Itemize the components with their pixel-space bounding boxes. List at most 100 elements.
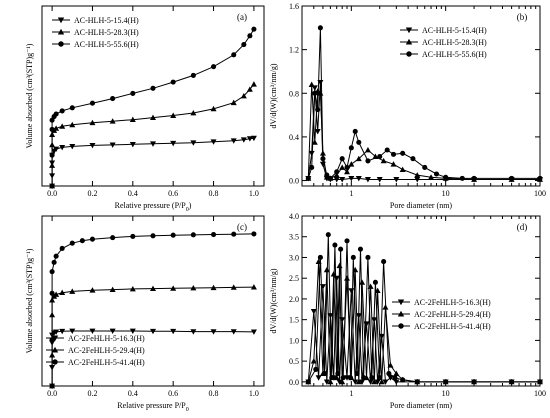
data-point — [347, 375, 354, 381]
data-point — [305, 175, 311, 181]
data-point — [230, 138, 237, 144]
x-axis-label: Pore diameter (nm) — [390, 401, 453, 410]
data-point — [357, 246, 364, 252]
data-point — [308, 150, 315, 157]
data-point — [210, 231, 217, 238]
panel-1: 0.0 0.2 0.4 0.6 0.8 1.0(a)AC-HLH-5-15.4(H)AC-… — [25, 5, 265, 213]
legend-entry: AC-HLH-5-28.3(H) — [422, 38, 487, 47]
legend-marker — [398, 323, 404, 329]
data-point — [356, 139, 362, 145]
data-point — [53, 291, 60, 297]
legend-entry: AC-HLH-5-15.4(H) — [74, 16, 139, 25]
series-line — [307, 234, 540, 383]
data-point — [414, 177, 421, 183]
data-point — [323, 379, 330, 385]
data-point — [49, 290, 55, 296]
plot-frame — [301, 215, 541, 387]
legend-marker — [406, 51, 412, 57]
data-point — [327, 378, 334, 385]
y-tick-label: 0.5 — [289, 357, 299, 366]
y-tick-label: 0.8 — [289, 89, 299, 98]
data-point — [320, 156, 326, 162]
data-point — [338, 246, 344, 252]
data-point — [130, 233, 136, 239]
legend-entry: AC-HLH-5-28.3(H) — [74, 28, 139, 37]
x-tick-label: 0.2 — [87, 189, 97, 198]
data-point — [400, 377, 406, 383]
data-point — [382, 379, 389, 385]
data-point — [361, 375, 367, 381]
data-point — [190, 72, 196, 78]
y-axis-label: dV/d(W)(cm³/nm/g) — [269, 63, 278, 128]
series-3 — [49, 26, 257, 189]
plot-frame — [41, 5, 265, 187]
data-point — [89, 287, 96, 293]
data-point — [378, 333, 385, 340]
panel-4: 1 10 100 0.0 0.5 1.0 1.5 2.0 2.5 3.0 3.5 4.0 (d) AC-2… — [269, 212, 546, 410]
data-point — [317, 254, 323, 261]
data-point — [327, 175, 333, 181]
data-point — [129, 285, 136, 292]
data-point — [344, 164, 350, 171]
legend-entry: AC-HLH-5-15.4(H) — [422, 26, 487, 35]
y-tick-label: 0.0 — [289, 378, 299, 387]
legend-marker — [397, 310, 405, 317]
data-point — [365, 158, 371, 164]
data-point — [315, 107, 321, 113]
data-point — [367, 379, 374, 385]
legend-entry: AC-2FeHLH-5-16.3(H) — [414, 298, 491, 307]
data-point — [170, 328, 177, 335]
data-point — [313, 366, 319, 372]
series-2 — [49, 81, 257, 189]
data-point — [335, 371, 341, 377]
x-tick-label: 0.6 — [168, 189, 178, 198]
data-point — [190, 140, 197, 146]
legend-entry: AC-2FeHLH-5-41.4(H) — [414, 322, 491, 331]
data-point — [230, 284, 237, 290]
y-axis-label: Volume absorbed (cm³(STP)g⁻¹) — [25, 43, 34, 148]
panel-3: 0.0 0.2 0.4 0.6 0.8 1.0 (c) AC-2FeHLH-5-16.3(H)… — [25, 215, 265, 413]
plot-frame — [41, 215, 265, 387]
y-tick-label: 0.4 — [289, 133, 299, 142]
panel-2: 1 10 100 0.0 0.4 0.8 1.2 1.6 (b) AC-HLH-5-15.4(H)… — [269, 2, 546, 210]
x-axis-label: Relative pressure (P/P0) — [115, 201, 192, 213]
data-point — [471, 379, 477, 385]
x-axis-label: Relative pressure P/P0 — [117, 401, 188, 413]
data-point — [310, 308, 317, 315]
series-1 — [49, 135, 257, 189]
data-point — [380, 157, 387, 164]
data-point — [190, 109, 197, 116]
data-point — [150, 114, 156, 120]
data-point — [150, 285, 156, 292]
data-point — [59, 108, 65, 114]
data-point — [321, 371, 328, 377]
data-point — [210, 329, 217, 335]
data-point — [393, 370, 400, 376]
data-point — [109, 118, 116, 124]
data-point — [332, 242, 338, 248]
y-tick-label: 3.5 — [289, 233, 299, 242]
data-point — [433, 171, 440, 177]
data-point — [59, 289, 66, 296]
data-point — [170, 112, 177, 118]
data-point — [355, 155, 362, 162]
data-point — [170, 285, 177, 291]
legend-entry: AC-HLH-5-55.6(H) — [422, 50, 487, 59]
data-point — [49, 383, 55, 389]
data-point — [377, 153, 383, 160]
data-point — [251, 26, 257, 32]
legend: AC-HLH-5-15.4(H) AC-HLH-5-28.3(H) AC-HLH-5… — [52, 16, 139, 49]
data-point — [471, 175, 477, 181]
x-tick-label: 0.0 — [47, 189, 57, 198]
data-point — [352, 379, 359, 385]
data-point — [240, 93, 247, 99]
panel-label: (a) — [237, 12, 247, 22]
data-point — [355, 175, 362, 182]
data-point — [329, 375, 335, 381]
data-point — [537, 379, 543, 385]
data-point — [428, 174, 435, 180]
data-point — [312, 90, 318, 96]
data-point — [344, 238, 350, 244]
data-point — [250, 81, 257, 87]
data-point — [410, 156, 416, 162]
